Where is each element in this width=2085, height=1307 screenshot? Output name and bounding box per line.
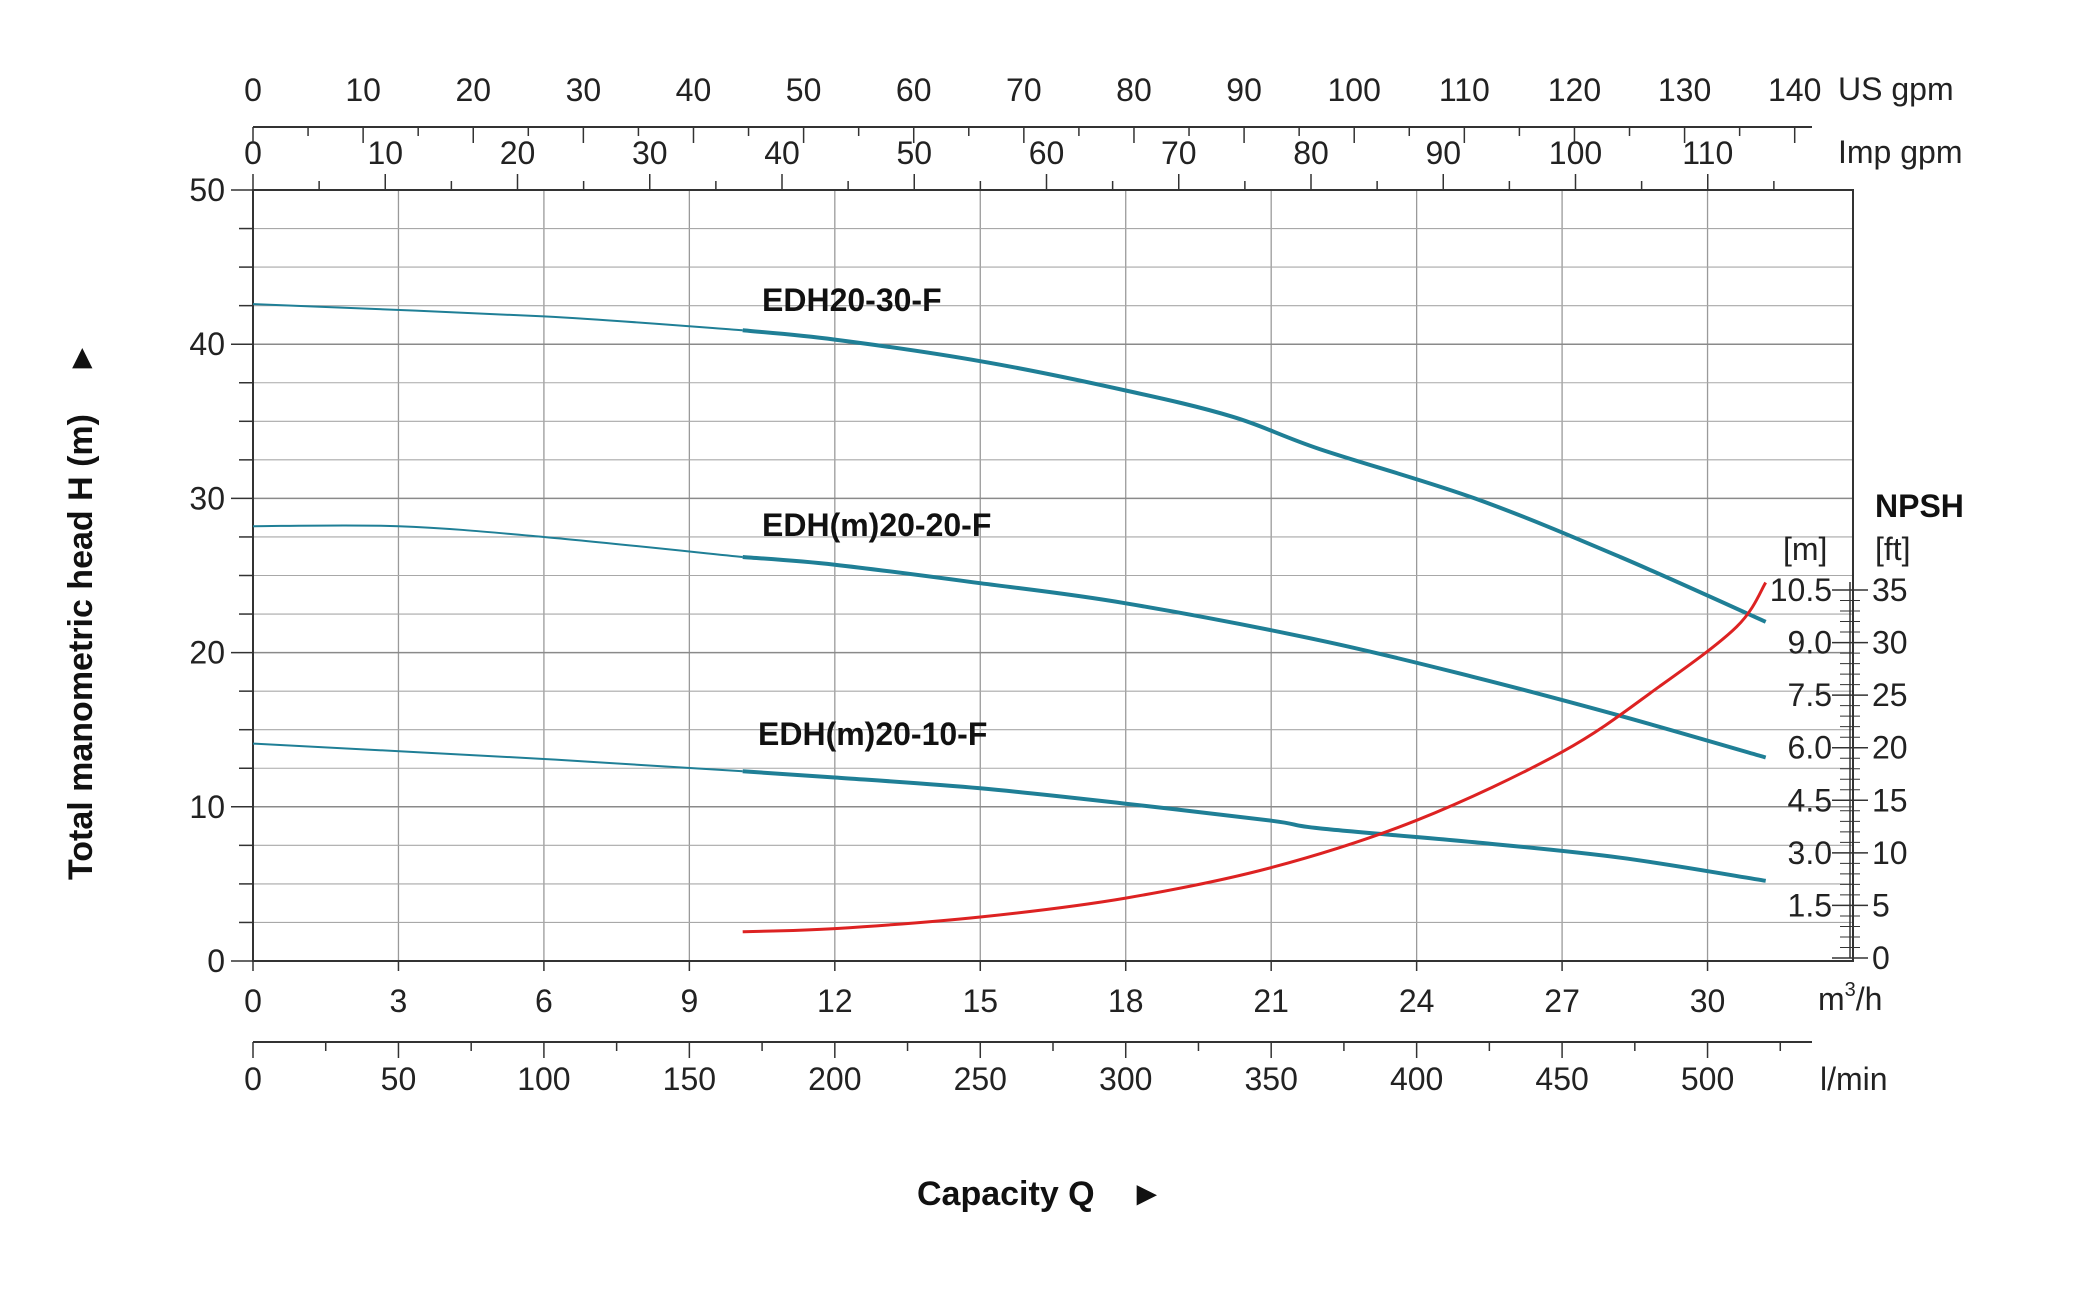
npsh-title: NPSH [1875,488,1964,524]
us-tick-label: 40 [676,72,712,108]
us-tick-label: 30 [566,72,602,108]
imp-tick-label: 20 [500,135,536,171]
us-tick-label: 0 [244,72,262,108]
series-label-edhm20-20-f: EDH(m)20-20-F [762,507,991,543]
lpm-tick-label: 0 [244,1061,262,1097]
series-line-thin-2 [252,742,743,773]
x-axis-arrow-icon: ► [1130,1175,1164,1213]
us-tick-label: 130 [1658,72,1711,108]
y-axis-arrow-icon: ► [62,341,100,375]
imp-tick-label: 30 [632,135,668,171]
us-tick-label: 50 [786,72,822,108]
npsh-m-tick-label: 1.5 [1788,887,1832,923]
us-unit-label: US gpm [1838,71,1954,107]
imp-tick-label: 40 [764,135,800,171]
npsh-unit-m: [m] [1783,531,1827,567]
x-tick-label: 24 [1399,983,1435,1019]
series-line-1 [742,555,1767,760]
imp-tick-label: 100 [1549,135,1602,171]
us-tick-label: 120 [1548,72,1601,108]
x-tick-label: 0 [244,983,262,1019]
x-tick-label: 9 [680,983,698,1019]
npsh-ft-tick-label: 35 [1872,572,1908,608]
imp-tick-label: 10 [367,135,403,171]
npsh-unit-ft: [ft] [1875,531,1911,567]
npsh-m-tick-label: 3.0 [1788,835,1832,871]
imp-tick-label: 0 [244,135,262,171]
us-tick-label: 110 [1439,72,1490,108]
series-line-2 [742,769,1767,883]
npsh-ft-tick-label: 0 [1872,940,1890,976]
npsh-ft-tick-label: 20 [1872,730,1908,766]
us-tick-label: 20 [455,72,491,108]
npsh-m-tick-label: 6.0 [1788,730,1832,766]
imp-tick-label: 110 [1682,135,1733,171]
imp-unit-label: Imp gpm [1838,134,1962,170]
series-label-edhm20-10-f: EDH(m)20-10-F [758,716,987,752]
lpm-tick-label: 200 [808,1061,861,1097]
us-tick-label: 60 [896,72,932,108]
lpm-tick-label: 500 [1681,1061,1734,1097]
lpm-tick-label: 350 [1244,1061,1297,1097]
imp-tick-label: 60 [1029,135,1065,171]
us-tick-label: 140 [1768,72,1821,108]
y-axis-title: Total manometric head H (m) [62,414,100,880]
x-axis-title: Capacity Q [917,1175,1095,1213]
series-line-0 [742,328,1767,624]
lpm-tick-label: 250 [954,1061,1007,1097]
imp-tick-label: 90 [1425,135,1461,171]
series-line-thin-1 [252,524,743,558]
npsh-ft-tick-label: 10 [1872,835,1908,871]
y-tick-label: 40 [189,326,225,362]
x-unit-label: m3/h [1818,979,1882,1017]
us-tick-label: 70 [1006,72,1042,108]
lpm-tick-label: 300 [1099,1061,1152,1097]
grid [253,190,1853,961]
us-tick-label: 90 [1226,72,1262,108]
lpm-tick-label: 150 [663,1061,716,1097]
x-tick-label: 6 [535,983,553,1019]
lpm-tick-label: 100 [517,1061,570,1097]
npsh-ft-tick-label: 25 [1872,677,1908,713]
npsh-m-tick-label: 7.5 [1788,677,1832,713]
npsh-m-tick-label: 10.5 [1770,572,1832,608]
npsh-curve [742,581,1767,934]
npsh-m-tick-label: 9.0 [1788,625,1832,661]
lpm-tick-label: 50 [381,1061,417,1097]
x-tick-label: 30 [1690,983,1726,1019]
x-tick-label: 21 [1253,983,1289,1019]
series-group [252,303,1767,934]
lpm-tick-label: 400 [1390,1061,1443,1097]
npsh-ft-tick-label: 15 [1872,782,1908,818]
x-tick-label: 18 [1108,983,1144,1019]
npsh-m-tick-label: 4.5 [1788,782,1832,818]
imp-tick-label: 70 [1161,135,1197,171]
npsh-ft-tick-label: 30 [1872,625,1908,661]
us-tick-label: 80 [1116,72,1152,108]
imp-tick-label: 80 [1293,135,1329,171]
series-label-edh20-30-f: EDH20-30-F [762,282,942,318]
x-tick-label: 15 [962,983,998,1019]
lpm-tick-label: 450 [1535,1061,1588,1097]
y-tick-label: 30 [189,480,225,516]
x-tick-label: 3 [390,983,408,1019]
us-tick-label: 10 [345,72,381,108]
y-tick-label: 0 [207,943,225,979]
y-tick-label: 20 [189,635,225,671]
x-tick-label: 12 [817,983,853,1019]
y-tick-label: 10 [189,789,225,825]
series-line-thin-0 [252,303,743,332]
us-tick-label: 100 [1328,72,1381,108]
x-tick-label: 27 [1544,983,1580,1019]
lpm-unit-label: l/min [1820,1061,1888,1097]
y-tick-label: 50 [189,172,225,208]
npsh-ft-tick-label: 5 [1872,887,1890,923]
